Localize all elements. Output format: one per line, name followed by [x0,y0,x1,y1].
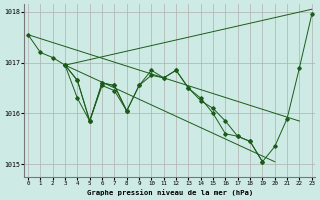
X-axis label: Graphe pression niveau de la mer (hPa): Graphe pression niveau de la mer (hPa) [87,189,253,196]
